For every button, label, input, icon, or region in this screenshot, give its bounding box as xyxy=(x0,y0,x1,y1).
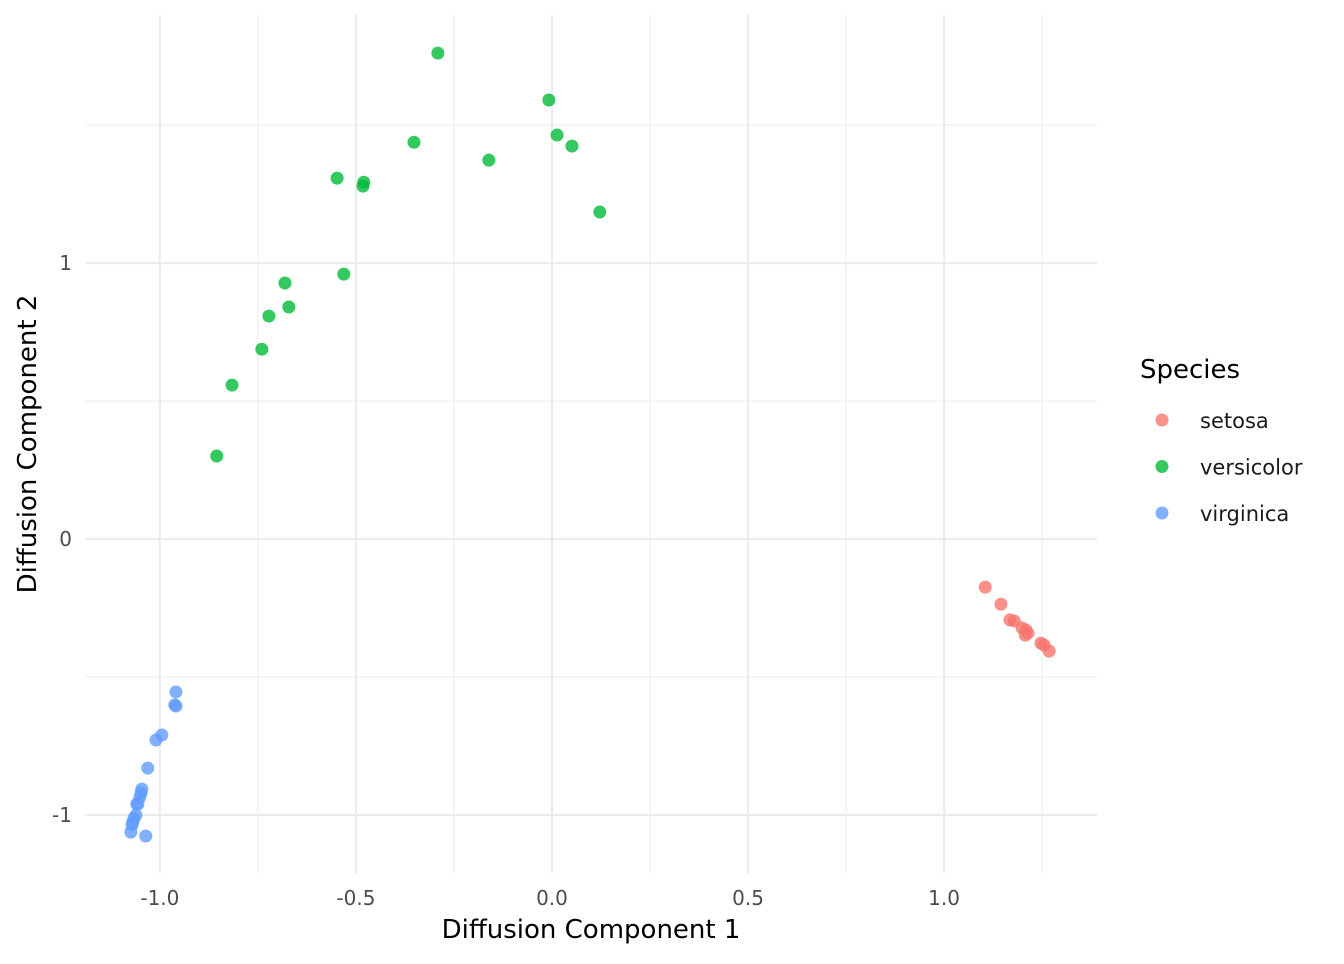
point-versicolor xyxy=(431,46,445,60)
x-tick-label: 1.0 xyxy=(928,886,960,910)
point-versicolor xyxy=(255,342,269,356)
x-tick-label: 0.5 xyxy=(732,886,764,910)
point-versicolor xyxy=(225,378,239,392)
legend-key-virginica xyxy=(1155,506,1169,520)
point-versicolor xyxy=(565,139,579,153)
point-setosa xyxy=(978,580,992,594)
point-setosa xyxy=(1042,644,1056,658)
point-versicolor xyxy=(210,449,224,463)
point-virginica xyxy=(130,797,144,811)
legend-label-virginica: virginica xyxy=(1200,502,1289,526)
x-axis-ticks: -1.0 -0.5 0.0 0.5 1.0 xyxy=(140,886,960,910)
point-virginica xyxy=(141,761,155,775)
x-tick-label: 0.0 xyxy=(536,886,568,910)
legend-key-setosa xyxy=(1155,413,1169,427)
point-versicolor xyxy=(337,267,351,281)
point-versicolor xyxy=(356,179,370,193)
point-versicolor xyxy=(262,309,276,323)
point-virginica xyxy=(139,829,153,843)
point-versicolor xyxy=(593,205,607,219)
y-axis-ticks: -1 0 1 xyxy=(52,251,72,827)
legend-key-versicolor xyxy=(1155,460,1169,473)
y-tick-label: 1 xyxy=(59,251,72,275)
point-versicolor xyxy=(542,93,556,107)
legend-label-versicolor: versicolor xyxy=(1200,456,1303,480)
y-tick-label: -1 xyxy=(52,803,72,827)
point-virginica xyxy=(169,685,183,699)
y-tick-label: 0 xyxy=(59,527,72,551)
x-tick-label: -1.0 xyxy=(140,886,179,910)
point-versicolor xyxy=(407,135,421,149)
point-versicolor xyxy=(330,171,344,185)
point-versicolor xyxy=(482,153,496,167)
x-tick-label: -0.5 xyxy=(336,886,375,910)
y-axis-title: Diffusion Component 2 xyxy=(13,295,43,594)
legend-label-setosa: setosa xyxy=(1200,409,1269,433)
point-virginica xyxy=(124,825,138,839)
point-virginica xyxy=(149,733,163,747)
legend-title: Species xyxy=(1140,355,1240,385)
point-setosa xyxy=(994,597,1008,611)
point-versicolor xyxy=(550,128,564,142)
legend: Species setosa versicolor virginica xyxy=(1140,355,1303,526)
grid xyxy=(85,15,1097,873)
point-virginica xyxy=(168,698,182,712)
point-versicolor xyxy=(282,300,296,314)
point-setosa xyxy=(1018,628,1032,642)
points xyxy=(124,46,1056,843)
x-axis-title: Diffusion Component 1 xyxy=(442,915,741,945)
point-versicolor xyxy=(278,276,292,290)
